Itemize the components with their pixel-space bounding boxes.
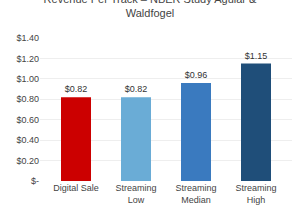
svg-text:$0.82: $0.82 — [125, 84, 148, 94]
svg-text:$0.82: $0.82 — [65, 84, 88, 94]
svg-text:$1.15: $1.15 — [245, 51, 268, 61]
svg-text:$0.60: $0.60 — [16, 115, 39, 125]
svg-text:$1.40: $1.40 — [16, 33, 39, 43]
svg-text:$1.20: $1.20 — [16, 54, 39, 64]
svg-text:Digital Sale: Digital Sale — [53, 183, 99, 193]
svg-text:$0.96: $0.96 — [185, 70, 208, 80]
svg-text:StreamingMedian: StreamingMedian — [175, 183, 216, 205]
svg-text:$1.00: $1.00 — [16, 74, 39, 84]
svg-text:$0.20: $0.20 — [16, 156, 39, 166]
svg-text:$0.80: $0.80 — [16, 94, 39, 104]
svg-text:$-: $- — [31, 176, 39, 186]
svg-text:StreamingHigh: StreamingHigh — [235, 183, 276, 205]
svg-text:$0.40: $0.40 — [16, 135, 39, 145]
svg-text:StreamingLow: StreamingLow — [115, 183, 156, 205]
svg-text:Revenue Per Track – NBER Study: Revenue Per Track – NBER Study Aguiar &W… — [44, 0, 257, 19]
